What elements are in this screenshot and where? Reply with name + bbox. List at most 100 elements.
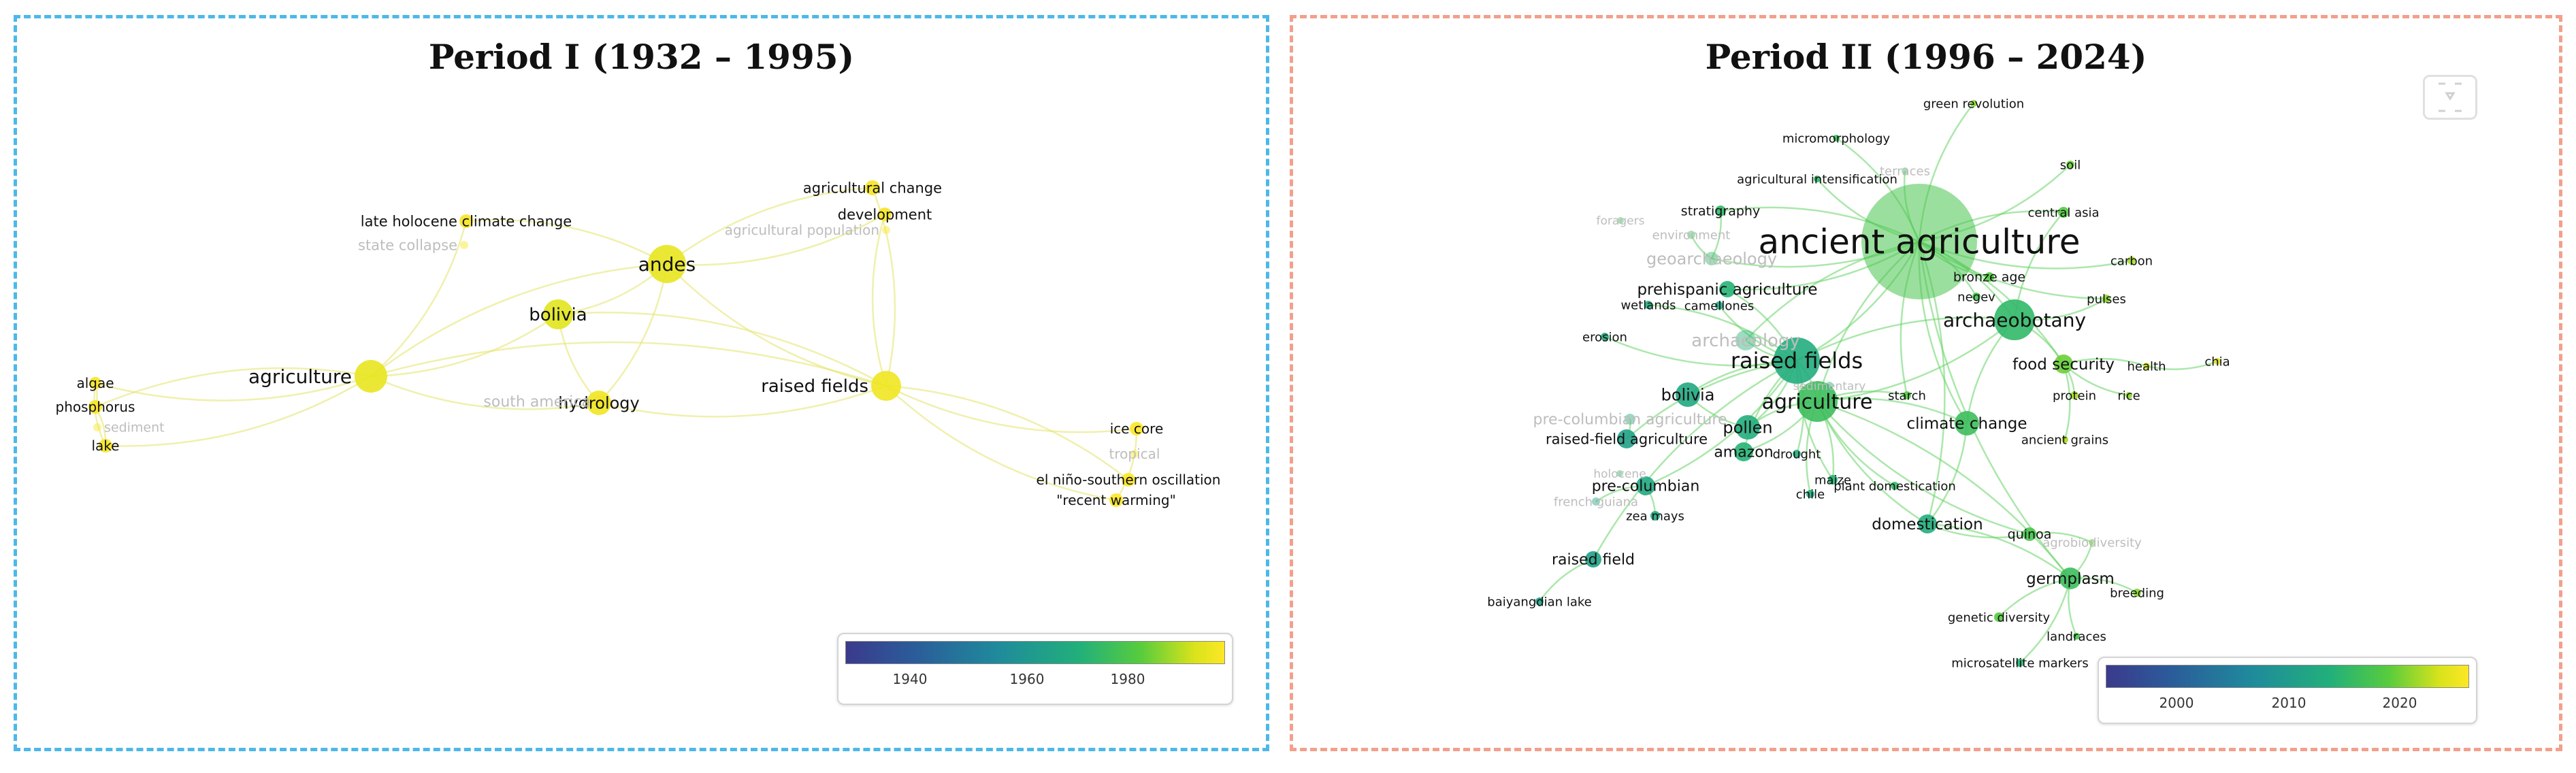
node-label-breeding: breeding — [2110, 586, 2164, 600]
node-label-agriculture: agriculture — [248, 365, 352, 388]
node-label-pre-columbian-agriculture: pre-columbian agriculture — [1533, 412, 1727, 429]
node-label-archaeobotany: archaeobotany — [1943, 309, 2086, 331]
period-1-links — [93, 186, 1138, 501]
node-agricultural-intensification[interactable] — [1814, 176, 1821, 182]
node-soil[interactable] — [2066, 161, 2074, 169]
node-erosion[interactable] — [1601, 333, 1609, 341]
node-genetic-diversity[interactable] — [1994, 612, 2004, 622]
node-pulses[interactable] — [2102, 295, 2110, 303]
node-ancient-grains[interactable] — [2061, 436, 2068, 443]
node-protein[interactable] — [2070, 391, 2078, 399]
node-drought[interactable] — [1793, 450, 1801, 458]
node-agricultural-population[interactable] — [882, 226, 890, 234]
node-chile[interactable] — [1806, 490, 1814, 498]
node-development[interactable] — [878, 208, 892, 221]
node-label-raised-field: raised field — [1552, 552, 1635, 569]
node-baiyangdian-lake[interactable] — [1535, 597, 1544, 606]
node-label-raised-fields: raised fields — [1731, 348, 1863, 374]
node-chia[interactable] — [2214, 358, 2221, 365]
node-pre-columbian[interactable] — [1636, 476, 1655, 495]
node-agricultural-change[interactable] — [865, 180, 880, 195]
node-starch[interactable] — [1903, 391, 1911, 399]
node-label-agricultural-intensification: agricultural intensification — [1737, 172, 1897, 186]
node-prehispanic-agriculture[interactable] — [1719, 281, 1735, 297]
node-el-ni-o-southern-oscillation[interactable] — [1122, 473, 1135, 487]
zoom-fit-icon[interactable] — [2425, 77, 2475, 118]
node-archaeology[interactable] — [1735, 330, 1756, 350]
node-andes[interactable] — [648, 245, 686, 283]
node-breeding[interactable] — [2133, 589, 2141, 597]
node-zea-mays[interactable] — [1650, 511, 1660, 521]
node-maize[interactable] — [1828, 475, 1838, 484]
node-quinoa[interactable] — [2023, 527, 2036, 541]
node-phosphorus[interactable] — [88, 400, 102, 414]
node-label-algae: algae — [76, 375, 114, 391]
node-bolivia[interactable] — [1676, 382, 1700, 407]
node-archaeobotany[interactable] — [1994, 299, 2035, 340]
node-recent-warming[interactable] — [1109, 493, 1123, 507]
node-south-america[interactable] — [593, 395, 607, 408]
node-wetlands[interactable] — [1644, 301, 1652, 309]
node-raised-field[interactable] — [1585, 551, 1601, 568]
node-pre-columbian-agriculture[interactable] — [1625, 414, 1635, 425]
node-raised-fields[interactable] — [871, 371, 901, 401]
node-label-bronze-age: bronze age — [1953, 270, 2025, 285]
link-health-chia — [2146, 360, 2218, 370]
node-raised-fields[interactable] — [1774, 338, 1820, 384]
node-negev[interactable] — [1972, 293, 1980, 301]
node-french-guiana[interactable] — [1592, 497, 1600, 506]
node-health[interactable] — [2143, 363, 2150, 369]
node-label-drought: drought — [1773, 447, 1821, 461]
node-green-revolution[interactable] — [1970, 100, 1977, 107]
legend-tick: 2000 — [2159, 695, 2194, 711]
link-agriculture-late-holocene-climate-change — [370, 220, 468, 377]
node-stratigraphy[interactable] — [1715, 205, 1726, 216]
node-food-security[interactable] — [2054, 355, 2073, 374]
node-state-collapse[interactable] — [460, 241, 468, 249]
node-rice[interactable] — [2125, 392, 2132, 399]
node-label-chia: chia — [2204, 355, 2230, 369]
link-raised-fields-hydrology — [598, 384, 887, 418]
node-ancient-agriculture[interactable] — [1861, 184, 1977, 299]
node-algae[interactable] — [89, 377, 101, 389]
node-micromorphology[interactable] — [1833, 135, 1840, 142]
year-colorbar — [845, 641, 1225, 664]
node-pollen[interactable] — [1735, 415, 1760, 440]
node-tropical[interactable] — [1130, 450, 1139, 458]
node-germplasm[interactable] — [2059, 568, 2081, 589]
link-raised-fields-ice-core — [885, 384, 1137, 433]
node-geoarchaeology[interactable] — [1705, 252, 1718, 265]
node-lake[interactable] — [99, 439, 112, 453]
node-agriculture[interactable] — [1797, 381, 1838, 422]
node-sedimentary[interactable] — [1825, 382, 1833, 390]
node-agriculture[interactable] — [355, 360, 387, 393]
link-geoarchaeology-environment — [1690, 234, 1712, 260]
node-central-asia[interactable] — [2058, 207, 2069, 218]
node-landraces[interactable] — [2073, 633, 2080, 640]
node-holocene[interactable] — [1616, 470, 1623, 477]
node-ice-core[interactable] — [1130, 422, 1143, 435]
node-climate-change[interactable] — [1955, 411, 1979, 435]
link-andes-development — [666, 213, 885, 266]
node-label-genetic-diversity: genetic diversity — [1948, 610, 2051, 625]
node-bolivia[interactable] — [543, 299, 573, 329]
node-domestication[interactable] — [1918, 514, 1937, 533]
node-late-holocene-climate-change[interactable] — [459, 214, 473, 228]
node-hydrology[interactable] — [587, 391, 611, 415]
node-plant-domestication[interactable] — [1891, 482, 1899, 490]
node-raised-field-agriculture[interactable] — [1617, 429, 1636, 448]
node-environment[interactable] — [1687, 231, 1695, 239]
link-climate-change-domestication — [1927, 423, 1968, 525]
node-microsatellite-markers[interactable] — [2016, 659, 2024, 667]
node-foragers[interactable] — [1617, 217, 1624, 224]
node-label-andes: andes — [638, 253, 696, 276]
node-agrobiodiversity[interactable] — [2089, 539, 2096, 546]
node-terraces[interactable] — [1902, 167, 1908, 174]
node-camellones[interactable] — [1715, 301, 1723, 310]
node-carbon[interactable] — [2127, 257, 2136, 265]
legend-tick: 1940 — [892, 671, 928, 687]
node-sediment[interactable] — [93, 423, 101, 431]
node-amazon[interactable] — [1734, 442, 1753, 461]
node-bronze-age[interactable] — [1985, 272, 1994, 282]
navigation-icon[interactable] — [2423, 75, 2477, 120]
